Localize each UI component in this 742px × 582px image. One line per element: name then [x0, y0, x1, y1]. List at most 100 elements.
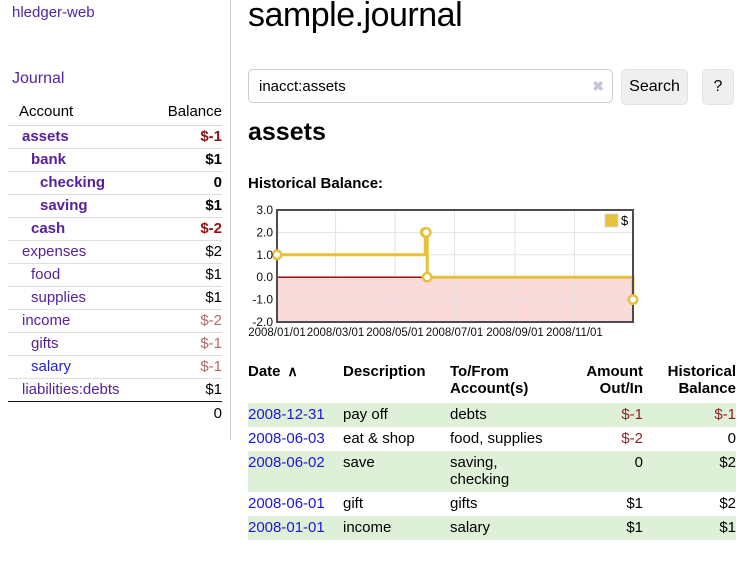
brand-link[interactable]: hledger-web: [12, 4, 95, 21]
search-button[interactable]: Search: [621, 69, 688, 105]
account-rows: assets $-1 bank $1 checking 0 saving $1 cash $-2 e…: [8, 125, 222, 402]
account-link-salary[interactable]: salary: [31, 358, 72, 375]
account-balance: $-2: [152, 309, 222, 333]
transaction-date-link[interactable]: 2008-12-31: [248, 406, 325, 423]
x-tick-label: 2008/09/01: [486, 327, 544, 339]
account-link-supplies[interactable]: supplies: [31, 289, 87, 306]
chart-section-label: Historical Balance:: [248, 175, 384, 192]
register-header-row: Date ∧ Description To/From Account(s) Amo…: [248, 361, 736, 403]
description-column-header: Description: [343, 363, 426, 380]
account-row: income $-2: [8, 309, 222, 333]
x-tick-label: 2008/05/01: [366, 327, 424, 339]
account-row: expenses $2: [8, 240, 222, 264]
account-balance: $-1: [152, 125, 222, 149]
account-balance: 0: [152, 171, 222, 195]
account-row: assets $-1: [8, 125, 222, 149]
transaction-date-link[interactable]: 2008-01-01: [248, 519, 325, 536]
date-column-header[interactable]: Date ∧: [248, 363, 298, 380]
transaction-accounts: food, supplies: [450, 430, 543, 447]
main-content: sample.journal ✖ Search ? assets Histori…: [248, 0, 742, 582]
transaction-row: 2008-06-01 gift gifts $1 $2: [248, 492, 736, 516]
account-balance: $-1: [152, 332, 222, 356]
transaction-balance: $2: [719, 454, 736, 471]
x-tick-label: 2008/11/01: [546, 327, 603, 339]
account-link-assets[interactable]: assets: [22, 128, 69, 145]
balance-column-header: Balance: [152, 101, 222, 126]
sidebar: hledger-web Journal Account Balance asse…: [0, 0, 231, 440]
account-row: bank $1: [8, 148, 222, 172]
accounts-column-header: To/From Account(s): [450, 363, 529, 397]
account-link-expenses[interactable]: expenses: [22, 243, 87, 260]
transaction-balance: $2: [719, 495, 736, 512]
register-rows: 2008-12-31 pay off debts $-1 $-1 2008-06-03 ea…: [248, 403, 736, 540]
transaction-accounts: debts: [450, 406, 487, 423]
data-point-marker: [420, 226, 432, 238]
account-row: liabilities:debts $1: [8, 378, 222, 402]
data-point-marker: [271, 249, 283, 261]
page-title: sample.journal: [248, 0, 463, 34]
help-button[interactable]: ?: [702, 69, 734, 105]
account-balance: $1: [152, 286, 222, 310]
account-row: supplies $1: [8, 286, 222, 310]
transaction-description: save: [343, 454, 375, 471]
transaction-amount: 0: [634, 454, 643, 471]
transaction-amount: $1: [626, 495, 643, 512]
search-input[interactable]: [248, 69, 613, 103]
transaction-date-link[interactable]: 2008-06-01: [248, 495, 325, 512]
account-link-liabilities-debts[interactable]: liabilities:debts: [22, 381, 120, 398]
y-tick-label: 2.0: [256, 225, 273, 239]
account-heading: assets: [248, 118, 326, 146]
sort-ascending-icon: ∧: [287, 363, 298, 379]
account-balance: $1: [152, 194, 222, 218]
transaction-description: gift: [343, 495, 364, 512]
account-total-row: 0: [8, 402, 222, 426]
account-row: salary $-1: [8, 355, 222, 379]
account-balance: $-1: [152, 355, 222, 379]
transaction-date-link[interactable]: 2008-06-02: [248, 454, 325, 471]
transaction-row: 2008-06-03 eat & shop food, supplies $-2 0: [248, 427, 736, 451]
x-tick-label: 2008/03/01: [307, 327, 365, 339]
data-point-marker: [627, 294, 639, 306]
transaction-row: 2008-01-01 income salary $1 $1: [248, 516, 736, 540]
transaction-date-link[interactable]: 2008-06-03: [248, 430, 325, 447]
transaction-accounts: gifts: [450, 495, 478, 512]
account-row: checking 0: [8, 171, 222, 195]
account-balance: $1: [152, 263, 222, 287]
legend-swatch: [604, 213, 619, 228]
account-tree: Account Balance assets $-1 bank $1 checking 0…: [8, 101, 222, 425]
search-box: ✖: [248, 69, 613, 103]
transaction-amount: $-1: [621, 406, 643, 423]
account-balance: $1: [152, 378, 222, 402]
account-link-bank[interactable]: bank: [31, 151, 67, 168]
total-balance: 0: [213, 405, 222, 422]
transaction-amount: $-2: [621, 430, 643, 447]
account-balance: $-2: [152, 217, 222, 241]
transaction-balance: $-1: [714, 406, 736, 423]
balance-column-header-register: Historical Balance: [667, 363, 736, 397]
account-link-cash[interactable]: cash: [31, 220, 66, 237]
account-link-saving[interactable]: saving: [40, 197, 88, 214]
account-link-income[interactable]: income: [22, 312, 71, 329]
account-column-header: Account: [8, 101, 152, 126]
y-tick-label: -2.0: [252, 315, 273, 329]
data-point-marker: [421, 271, 433, 283]
account-balance: $2: [152, 240, 222, 264]
x-tick-label: 2008/07/01: [426, 327, 484, 339]
account-tree-header: Account Balance: [8, 101, 222, 126]
transaction-description: income: [343, 519, 392, 536]
transaction-accounts: salary: [450, 519, 491, 536]
account-link-checking[interactable]: checking: [40, 174, 106, 191]
sidebar-item-journal[interactable]: Journal: [12, 70, 65, 87]
account-row: saving $1: [8, 194, 222, 218]
transaction-description: eat & shop: [343, 430, 415, 447]
account-row: food $1: [8, 263, 222, 287]
account-row: cash $-2: [8, 217, 222, 241]
clear-search-icon[interactable]: ✖: [592, 78, 604, 94]
account-link-gifts[interactable]: gifts: [31, 335, 59, 352]
y-tick-label: 3.0: [256, 203, 273, 217]
transaction-amount: $1: [626, 519, 643, 536]
account-link-food[interactable]: food: [31, 266, 61, 283]
register-table: Date ∧ Description To/From Account(s) Amo…: [248, 361, 736, 540]
amount-column-header: Amount Out/In: [586, 363, 643, 397]
